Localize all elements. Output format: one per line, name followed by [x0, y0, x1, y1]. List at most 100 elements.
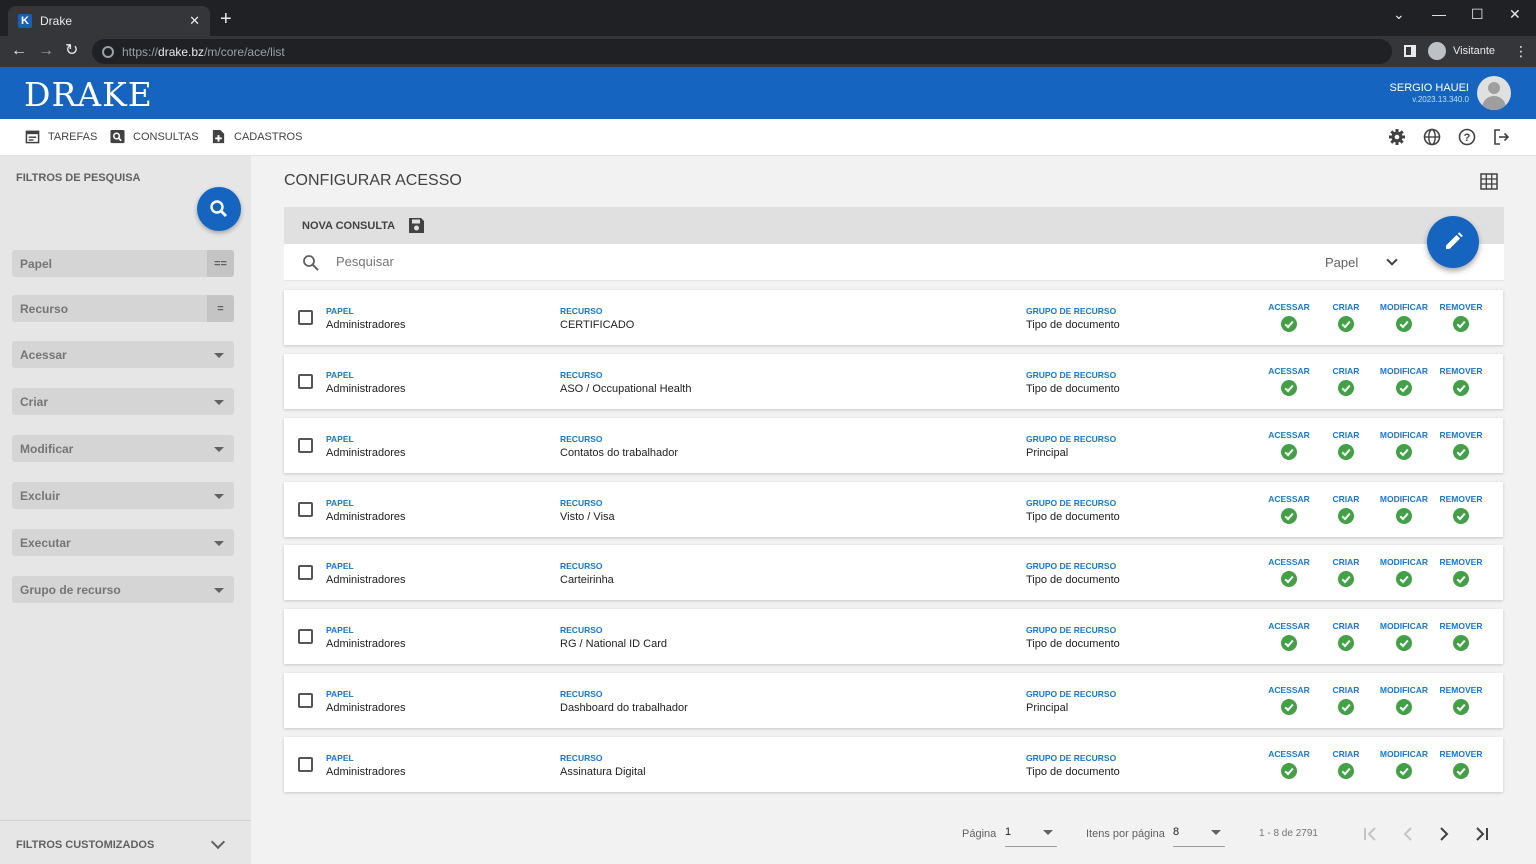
new-tab-icon[interactable]: + — [220, 8, 232, 30]
reload-icon[interactable]: ↻ — [65, 42, 79, 59]
back-icon[interactable]: ← — [11, 42, 27, 59]
list-item[interactable]: PAPEL Administradores RECURSO Carteirinha GR… — [284, 545, 1503, 600]
page-select[interactable]: 1 — [1005, 826, 1057, 847]
papel-value: Administradores — [326, 511, 406, 523]
search-input[interactable] — [336, 254, 1236, 269]
filter-operator[interactable]: == — [207, 250, 234, 277]
logout-icon[interactable] — [1493, 128, 1511, 146]
row-checkbox[interactable] — [298, 757, 313, 772]
chevron-down-icon[interactable] — [1386, 254, 1398, 266]
edit-button[interactable] — [1427, 216, 1479, 268]
close-window-icon[interactable]: ✕ — [1509, 6, 1521, 22]
row-checkbox[interactable] — [298, 502, 313, 517]
recurso-label: RECURSO — [560, 306, 603, 316]
papel-label: PAPEL — [326, 689, 354, 699]
next-page-icon[interactable] — [1435, 825, 1453, 843]
check-circle-icon — [1338, 635, 1354, 651]
filter-label: Excluir — [20, 489, 61, 503]
papel-label: PAPEL — [326, 753, 354, 763]
url-field[interactable]: https://drake.bz/m/core/ace/list — [92, 39, 1392, 64]
custom-filters-toggle[interactable]: FILTROS CUSTOMIZADOS — [0, 820, 251, 864]
filter-operator[interactable]: = — [207, 295, 234, 322]
list-item[interactable]: PAPEL Administradores RECURSO CERTIFICADO GR… — [284, 290, 1503, 345]
list-item[interactable]: PAPEL Administradores RECURSO Visto / Visa G… — [284, 482, 1503, 537]
recurso-label: RECURSO — [560, 625, 603, 635]
check-circle-icon — [1281, 444, 1297, 460]
check-circle-icon — [1338, 699, 1354, 715]
row-checkbox[interactable] — [298, 310, 313, 325]
last-page-icon[interactable] — [1472, 825, 1490, 843]
minimize-icon[interactable]: — — [1432, 6, 1446, 22]
help-icon[interactable]: ? — [1458, 128, 1476, 146]
search-field-select[interactable]: Papel — [1325, 255, 1359, 270]
recurso-value: Dashboard do trabalhador — [560, 702, 688, 714]
page-label: Página — [962, 828, 997, 840]
avatar[interactable] — [1477, 76, 1511, 110]
filter-papel[interactable]: Papel == — [12, 250, 234, 277]
dropdown-arrow-icon — [214, 494, 224, 499]
criar-label: CRIAR — [1332, 557, 1360, 567]
logo[interactable]: DRAKE — [24, 75, 153, 114]
first-page-icon[interactable] — [1362, 825, 1380, 843]
recurso-label: RECURSO — [560, 753, 603, 763]
menu-label: TAREFAS — [48, 130, 98, 143]
menu-item-consultas[interactable]: CONSULTAS — [110, 129, 199, 144]
row-checkbox[interactable] — [298, 438, 313, 453]
papel-label: PAPEL — [326, 561, 354, 571]
check-circle-icon — [1338, 763, 1354, 779]
grid-view-icon[interactable] — [1480, 173, 1498, 190]
previous-page-icon[interactable] — [1399, 825, 1417, 843]
recurso-label: RECURSO — [560, 498, 603, 508]
menu-item-tarefas[interactable]: TAREFAS — [25, 129, 97, 144]
side-panel-icon[interactable] — [1404, 45, 1416, 57]
list-item[interactable]: PAPEL Administradores RECURSO Assinatura Di… — [284, 737, 1503, 792]
globe-icon[interactable] — [1423, 128, 1441, 146]
items-per-page-select[interactable]: 8 — [1173, 826, 1225, 847]
browser-tab[interactable]: K Drake ✕ — [8, 6, 210, 36]
acessar-label: ACESSAR — [1268, 749, 1310, 759]
row-checkbox[interactable] — [298, 629, 313, 644]
menu-label: CONSULTAS — [133, 130, 199, 143]
url-path: /m/core/ace/list — [204, 44, 285, 59]
list-item[interactable]: PAPEL Administradores RECURSO ASO / Occupat… — [284, 354, 1503, 409]
new-query-label[interactable]: NOVA CONSULTA — [302, 220, 396, 232]
custom-filters-label: FILTROS CUSTOMIZADOS — [16, 839, 155, 851]
search-icon — [303, 255, 319, 271]
profile-button[interactable]: Visitante — [1428, 42, 1495, 60]
row-checkbox[interactable] — [298, 693, 313, 708]
settings-icon[interactable] — [1388, 128, 1406, 146]
filter-grupo-de-recurso[interactable]: Grupo de recurso — [12, 576, 234, 603]
filter-criar[interactable]: Criar — [12, 388, 234, 415]
check-circle-icon — [1281, 508, 1297, 524]
filter-modificar[interactable]: Modificar — [12, 435, 234, 462]
menu-item-cadastros[interactable]: CADASTROS — [211, 129, 302, 144]
filter-excluir[interactable]: Excluir — [12, 482, 234, 509]
site-info-icon[interactable] — [102, 45, 114, 58]
forward-icon[interactable]: → — [38, 42, 54, 59]
close-tab-icon[interactable]: ✕ — [189, 13, 200, 28]
check-circle-icon — [1281, 571, 1297, 587]
list-item[interactable]: PAPEL Administradores RECURSO Dashboard do … — [284, 673, 1503, 728]
acessar-label: ACESSAR — [1268, 494, 1310, 504]
grupo-value: Tipo de documento — [1026, 766, 1120, 778]
maximize-icon[interactable]: ☐ — [1471, 6, 1484, 22]
check-circle-icon — [1396, 316, 1412, 332]
row-checkbox[interactable] — [298, 374, 313, 389]
save-icon[interactable] — [408, 217, 425, 234]
tab-search-icon[interactable]: ⌄ — [1393, 6, 1405, 22]
modificar-label: MODIFICAR — [1379, 430, 1429, 440]
remover-label: REMOVER — [1439, 685, 1483, 695]
list-item[interactable]: PAPEL Administradores RECURSO Contatos do t… — [284, 418, 1503, 473]
filter-recurso[interactable]: Recurso = — [12, 295, 234, 322]
grupo-value: Principal — [1026, 702, 1069, 714]
filter-executar[interactable]: Executar — [12, 529, 234, 556]
calendar-icon — [25, 130, 40, 144]
recurso-value: Carteirinha — [560, 574, 614, 586]
list-item[interactable]: PAPEL Administradores RECURSO RG / National… — [284, 609, 1503, 664]
filter-acessar[interactable]: Acessar — [12, 341, 234, 368]
browser-tabbar: K Drake ✕ + ⌄ — ☐ ✕ — [0, 0, 1536, 36]
modificar-label: MODIFICAR — [1379, 557, 1429, 567]
browser-menu-icon[interactable]: ⋮ — [1514, 43, 1528, 59]
row-checkbox[interactable] — [298, 565, 313, 580]
search-button[interactable] — [197, 187, 241, 231]
